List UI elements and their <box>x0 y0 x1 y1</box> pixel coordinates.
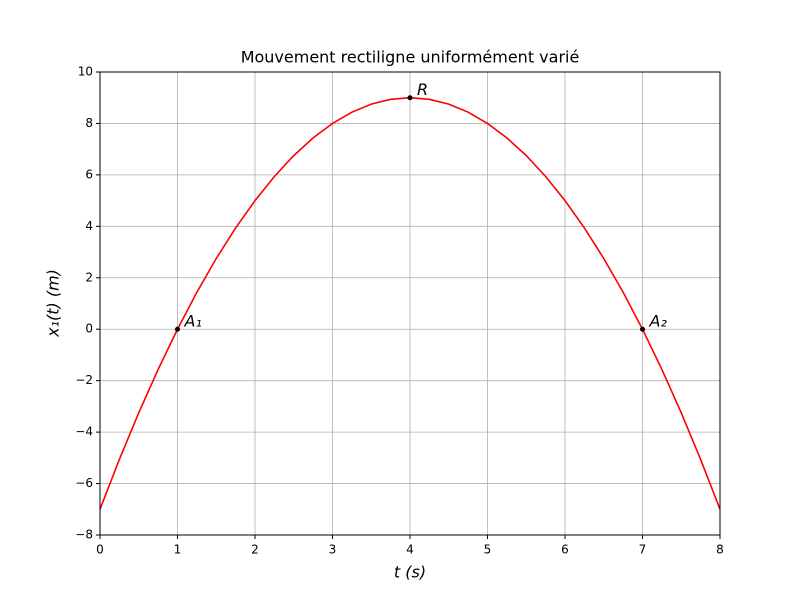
x-tick-label: 4 <box>406 543 414 557</box>
point-label: R <box>417 80 428 99</box>
y-tick-label: 2 <box>85 270 93 284</box>
point-label: A₂ <box>649 312 668 331</box>
point <box>640 326 645 332</box>
chart-title: Mouvement rectiligne uniformément varié <box>241 48 580 67</box>
y-tick-label: 8 <box>85 116 93 130</box>
point <box>175 326 180 332</box>
point <box>407 95 413 101</box>
x-axis-label: t (s) <box>394 563 426 582</box>
x-tick-label: 1 <box>174 543 182 557</box>
y-tick-label: 10 <box>78 65 93 79</box>
x-tick-label: 3 <box>329 543 337 557</box>
x-tick-label: 0 <box>96 543 104 557</box>
y-tick-label: 0 <box>85 322 93 336</box>
y-tick-label: −4 <box>75 425 93 439</box>
x-tick-label: 5 <box>484 543 492 557</box>
y-tick-label: −6 <box>75 476 93 490</box>
plot-frame <box>99 71 721 536</box>
y-tick-label: −2 <box>75 373 93 387</box>
y-tick-label: 4 <box>85 219 93 233</box>
x-tick-label: 6 <box>561 543 569 557</box>
point-label: A₁ <box>184 312 202 331</box>
x-tick-label: 8 <box>716 543 724 557</box>
x-tick-label: 7 <box>639 543 647 557</box>
y-tick-label: −8 <box>75 528 93 542</box>
x-tick-label: 2 <box>251 543 259 557</box>
y-axis-label: x₁(t) (m) <box>44 269 63 338</box>
y-tick-label: 6 <box>85 167 93 181</box>
